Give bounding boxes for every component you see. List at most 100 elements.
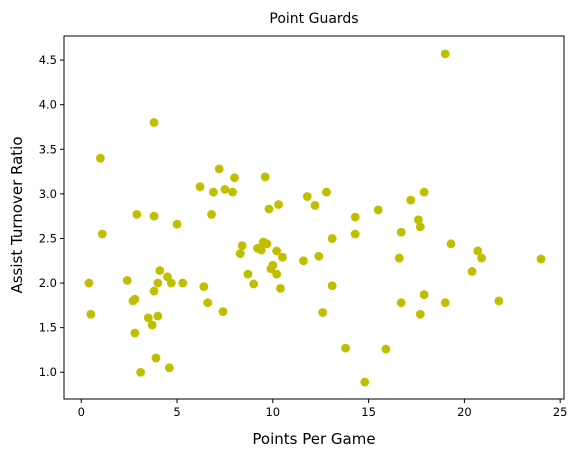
data-point — [310, 201, 320, 210]
data-point — [147, 320, 157, 330]
data-point — [394, 253, 404, 263]
x-tick-label: 15 — [361, 405, 376, 419]
data-point — [149, 118, 159, 127]
data-point — [299, 256, 308, 266]
data-point — [264, 204, 274, 214]
y-tick-label: 3.0 — [39, 187, 57, 201]
data-point — [132, 209, 142, 219]
data-point — [218, 307, 228, 316]
data-point — [415, 309, 425, 319]
data-point — [97, 229, 107, 239]
data-point — [341, 343, 351, 353]
data-point — [195, 182, 205, 192]
data-point — [122, 275, 132, 285]
data-point — [467, 267, 477, 276]
data-point — [473, 246, 483, 256]
data-point — [256, 245, 266, 255]
data-point — [396, 298, 406, 308]
data-point — [84, 278, 94, 288]
y-tick-label: 1.0 — [39, 365, 57, 379]
plot-frame — [63, 35, 565, 400]
data-point — [415, 222, 425, 232]
plot-area — [63, 35, 565, 400]
data-point — [230, 173, 239, 183]
data-point — [494, 296, 504, 306]
data-point — [207, 209, 216, 219]
data-point — [419, 290, 429, 300]
y-tick-label: 4.0 — [39, 98, 57, 112]
data-point — [203, 298, 213, 308]
data-point — [164, 363, 174, 373]
data-point — [149, 211, 159, 221]
y-tick-label: 2.5 — [39, 231, 57, 245]
x-tick-label: 10 — [265, 405, 280, 419]
data-point — [209, 187, 218, 197]
data-point — [381, 344, 391, 354]
data-point — [235, 249, 245, 259]
data-point — [276, 284, 285, 293]
data-point — [277, 252, 287, 262]
data-point — [96, 153, 105, 163]
x-axis-title: Points Per Game — [252, 430, 375, 448]
y-tick-label: 4.5 — [39, 53, 57, 67]
data-point — [237, 241, 247, 250]
data-point — [440, 298, 450, 308]
data-point — [536, 254, 546, 264]
data-point — [260, 172, 270, 182]
data-point — [446, 239, 456, 249]
data-point — [178, 278, 188, 288]
data-point — [155, 266, 165, 275]
data-point — [199, 282, 209, 292]
x-tick-label: 25 — [553, 405, 568, 419]
data-point — [327, 234, 337, 243]
data-point — [314, 251, 324, 261]
data-point — [86, 309, 96, 319]
data-point — [214, 164, 224, 174]
data-point — [262, 239, 272, 249]
data-point — [272, 269, 282, 279]
data-point — [272, 246, 282, 256]
data-point — [477, 253, 487, 263]
x-axis: 0 5 10 15 20 25 — [78, 399, 568, 419]
data-point — [396, 227, 406, 237]
data-point — [350, 212, 360, 222]
data-point — [302, 192, 312, 201]
data-point — [166, 278, 176, 288]
data-point — [243, 269, 253, 279]
data-point — [130, 294, 140, 304]
data-point — [373, 205, 383, 215]
data-point — [327, 281, 337, 291]
data-point — [149, 286, 159, 296]
data-point — [360, 377, 370, 387]
chart-title: Point Guards — [269, 11, 358, 27]
data-point — [249, 279, 259, 289]
data-point — [130, 328, 140, 338]
y-axis-title: Assist Turnover Ratio — [8, 136, 26, 293]
data-point — [136, 367, 146, 377]
data-point — [419, 187, 429, 197]
x-tick-label: 0 — [78, 405, 85, 419]
data-point — [414, 215, 423, 225]
data-point — [406, 195, 416, 205]
data-point — [350, 229, 360, 239]
data-point — [151, 353, 161, 363]
data-point — [268, 260, 278, 270]
data-point — [228, 187, 237, 197]
y-tick-label: 2.0 — [39, 276, 57, 290]
data-point — [274, 200, 283, 209]
data-point — [153, 311, 163, 321]
y-tick-label: 3.5 — [39, 142, 57, 156]
data-point — [143, 313, 153, 323]
x-tick-label: 5 — [173, 405, 180, 419]
y-tick-label: 1.5 — [39, 321, 57, 335]
data-point — [172, 219, 182, 229]
data-point — [153, 278, 163, 288]
data-point — [440, 49, 450, 59]
data-point — [322, 187, 331, 197]
y-axis: 1.0 1.5 2.0 2.5 3.0 3.5 4.0 4.5 — [39, 53, 64, 379]
data-point — [318, 308, 328, 317]
x-tick-label: 20 — [457, 405, 472, 419]
data-point — [220, 185, 230, 194]
